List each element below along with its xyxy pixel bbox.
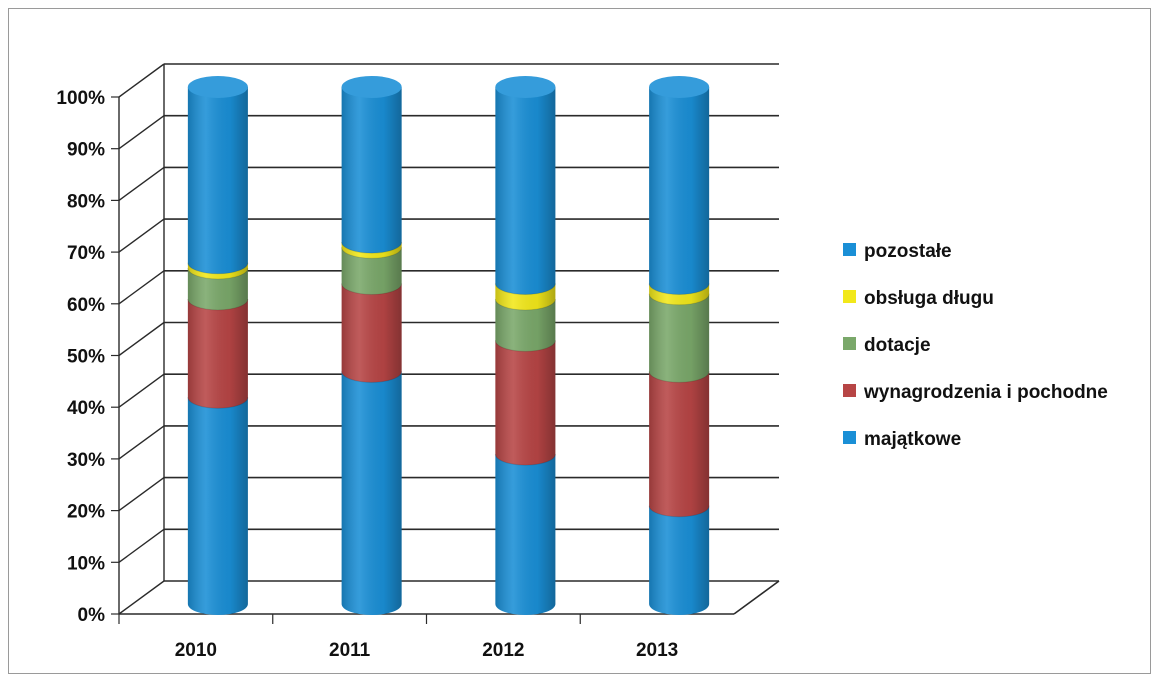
bar-top-cap <box>187 76 248 98</box>
floor-right <box>733 580 780 615</box>
segment-boundary <box>648 283 710 295</box>
bar-segment-shade <box>649 505 710 615</box>
bar-top-cap-highlight <box>341 76 402 98</box>
bar-segment-shade <box>187 298 248 409</box>
legend-label: majątkowe <box>864 429 961 450</box>
y-tick-label: 30% <box>67 450 105 471</box>
segment-boundary <box>494 283 556 295</box>
legend-label: wynagrodzenia i pochodne <box>863 382 1108 403</box>
legend-swatch <box>843 384 856 397</box>
y-tick-label: 40% <box>67 398 105 419</box>
segment-boundary <box>187 298 249 311</box>
segment-boundary <box>494 454 556 466</box>
bar-segment-shade <box>341 283 402 383</box>
segment-boundary <box>341 371 403 383</box>
bar-segment-shade <box>187 267 248 310</box>
bar-segment-shade <box>341 371 402 615</box>
y-tick-label: 100% <box>56 88 105 109</box>
gridline-side <box>118 270 165 305</box>
bar-segment-shade <box>495 87 556 295</box>
gridline-side <box>118 373 165 408</box>
bar-top-cap <box>649 76 710 98</box>
legend-swatch <box>843 290 856 303</box>
bar-segment-shade <box>649 87 710 295</box>
bar-segment-shade <box>649 293 710 383</box>
x-tick-label: 2013 <box>636 640 678 661</box>
y-tick-label: 70% <box>67 243 105 264</box>
legend-label: obsługa długu <box>864 288 994 309</box>
cylinder-2010 <box>187 76 249 615</box>
segment-boundary <box>648 505 710 518</box>
cylinder-2011 <box>341 76 403 615</box>
bar-segment-shade <box>187 397 248 615</box>
segment-boundary <box>648 293 710 306</box>
bar-top-cap <box>341 76 402 98</box>
gridline-side <box>118 321 165 357</box>
gridline-side <box>118 166 165 201</box>
legend-swatch <box>843 243 856 256</box>
y-tick-label: 80% <box>67 191 105 212</box>
legend: pozostałe obsługa długu dotacje wynagrodzen… <box>843 241 1108 450</box>
segment-boundary <box>494 298 556 311</box>
segment-boundary <box>187 262 249 275</box>
bar-segment-shade <box>187 87 248 274</box>
x-tick-label: 2010 <box>175 640 217 661</box>
gridline-side <box>118 63 165 98</box>
y-tick-label: 90% <box>67 140 105 161</box>
y-tick-label: 50% <box>67 347 105 368</box>
segment-boundary <box>187 267 249 280</box>
legend-label: dotacje <box>864 335 931 356</box>
chart-frame: 0% 10% 20% 30% 40% 50% 60% 70% 80% 90% 100% 2010 201… <box>8 8 1151 674</box>
segment-boundary <box>187 397 249 409</box>
bar-segment-shade <box>649 371 710 517</box>
y-tick-label: 20% <box>67 502 105 523</box>
y-tick-label: 60% <box>67 295 105 316</box>
bar-segment-shade <box>495 298 556 352</box>
bar-top-cap-highlight <box>495 76 556 98</box>
segment-boundary <box>341 242 403 254</box>
segment-boundary <box>341 283 403 295</box>
gridline-side <box>118 218 165 253</box>
gridline-side <box>118 477 165 512</box>
y-tick-label: 0% <box>78 605 106 626</box>
cylinder-2012 <box>494 76 556 615</box>
bar-segment-shade <box>341 247 402 295</box>
gridline-side <box>118 115 165 150</box>
bar-segment-shade <box>495 340 556 466</box>
bar-segment-shade <box>495 454 556 615</box>
gridline-side <box>118 425 165 460</box>
chart-svg: 0% 10% 20% 30% 40% 50% 60% 70% 80% 90% 100% 2010 201… <box>56 63 1108 661</box>
x-tick-label: 2011 <box>329 640 371 661</box>
x-tick-label: 2012 <box>482 640 524 661</box>
bar-top-cap <box>495 76 556 98</box>
segment-boundary <box>648 371 710 383</box>
cylinder-2013 <box>648 76 710 615</box>
gridline-side <box>118 528 165 563</box>
bar-top-cap-highlight <box>187 76 248 98</box>
bar-segment-shade <box>341 87 402 254</box>
bar-top-cap-highlight <box>649 76 710 98</box>
segment-boundary <box>341 247 403 259</box>
y-tick-label: 10% <box>67 553 105 574</box>
legend-swatch <box>843 431 856 444</box>
gridline-side <box>118 580 165 615</box>
legend-swatch <box>843 337 856 350</box>
legend-label: pozostałe <box>864 241 952 262</box>
segment-boundary <box>494 340 556 352</box>
